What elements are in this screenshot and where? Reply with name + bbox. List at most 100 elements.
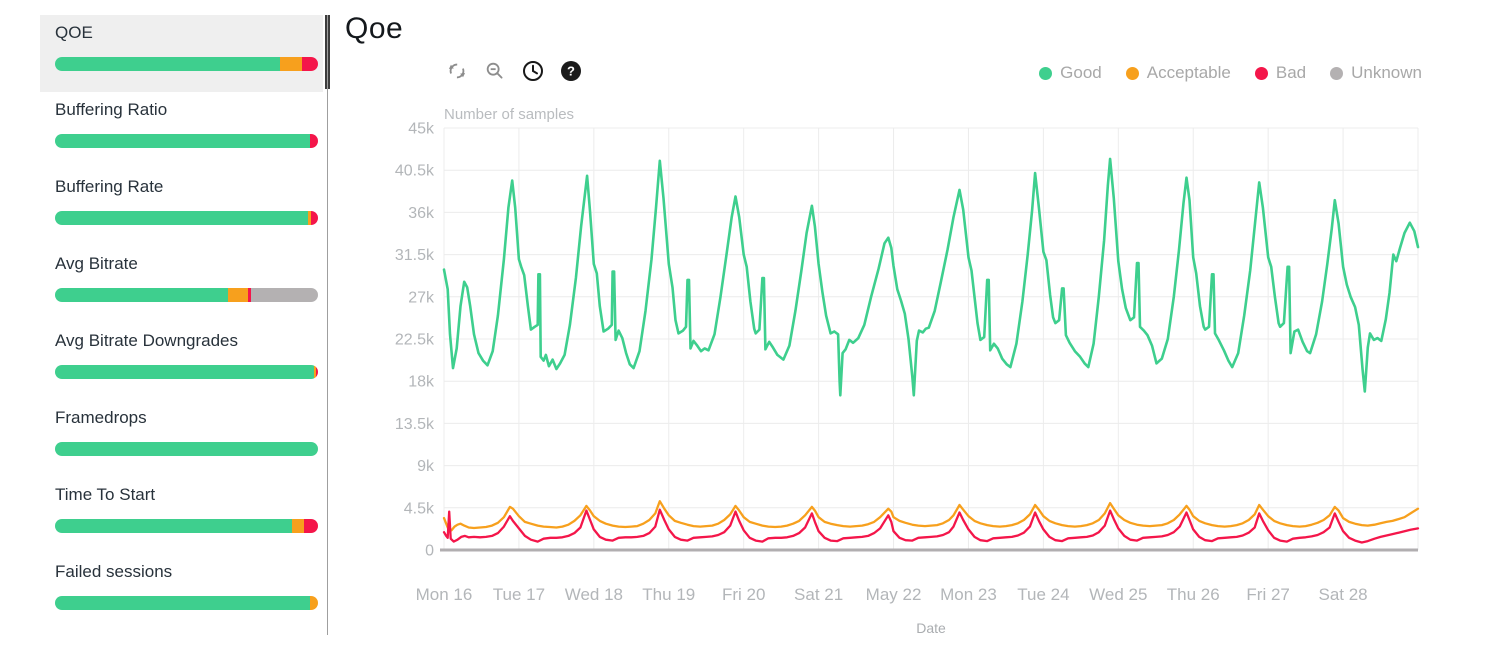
time-range-button[interactable] [520, 58, 546, 84]
legend-label: Acceptable [1146, 63, 1231, 82]
x-tick-label: Sat 21 [794, 585, 843, 604]
bar-segment-acceptable [309, 596, 318, 610]
legend-color-dot [1330, 66, 1344, 80]
sidebar-metric-label: Time To Start [55, 485, 156, 504]
legend-item-bad[interactable]: Bad [1254, 63, 1307, 83]
svg-text:?: ? [567, 64, 575, 79]
bar-segment-good [55, 134, 310, 148]
bar-segment-bad [310, 211, 318, 225]
sidebar-metric-status-bar [55, 288, 318, 302]
bar-segment-good [55, 442, 318, 456]
sidebar-metric-status-bar [55, 211, 318, 225]
sidebar-item-failed-sessions[interactable]: Failed sessions [40, 554, 323, 631]
clock-icon [523, 61, 543, 81]
sidebar-item-time-to-start[interactable]: Time To Start [40, 477, 323, 554]
y-tick-label: 40.5k [395, 163, 435, 180]
help-icon: ? [561, 61, 581, 81]
zoom-out-icon [486, 62, 503, 79]
help-button[interactable]: ? [558, 58, 584, 84]
page-title: Qoe [345, 12, 404, 45]
sidebar-item-buffering-rate[interactable]: Buffering Rate [40, 169, 323, 246]
legend-color-dot [1125, 66, 1139, 80]
sidebar-metric-status-bar [55, 365, 318, 379]
x-tick-label: May 22 [866, 585, 922, 604]
x-tick-label: Wed 25 [1089, 585, 1147, 604]
y-tick-label: 27k [408, 289, 435, 306]
sidebar-item-avg-bitrate-downgrades[interactable]: Avg Bitrate Downgrades [40, 323, 323, 400]
bar-segment-acceptable [227, 288, 248, 302]
x-tick-label: Sat 28 [1318, 585, 1367, 604]
sidebar-divider [327, 15, 328, 635]
sidebar-metric-label: Avg Bitrate [55, 254, 138, 273]
legend-label: Unknown [1351, 63, 1422, 82]
sidebar-metric-status-bar [55, 596, 318, 610]
legend-label: Bad [1275, 63, 1307, 82]
sidebar-item-qoe[interactable]: QOE [40, 15, 323, 92]
x-tick-label: Mon 16 [416, 585, 473, 604]
bar-segment-bad [309, 134, 318, 148]
bar-segment-good [55, 57, 280, 71]
bar-segment-acceptable [314, 365, 317, 379]
legend-label: Good [1060, 63, 1102, 82]
x-tick-label: Tue 17 [493, 585, 545, 604]
x-tick-label: Tue 24 [1017, 585, 1069, 604]
y-tick-label: 45k [408, 121, 435, 138]
bar-segment-acceptable [279, 57, 303, 71]
bar-segment-good [55, 596, 310, 610]
x-tick-label: Thu 26 [1167, 585, 1220, 604]
sidebar-metric-label: Avg Bitrate Downgrades [55, 331, 239, 350]
sidebar-metric-status-bar [55, 442, 318, 456]
legend-item-unknown[interactable]: Unknown [1330, 63, 1422, 83]
refresh-button[interactable] [444, 58, 470, 84]
sidebar-metric-label: Buffering Rate [55, 177, 164, 196]
sidebar-item-buffering-ratio[interactable]: Buffering Ratio [40, 92, 323, 169]
bar-segment-bad [247, 288, 251, 302]
series-line-bad [442, 508, 1420, 544]
y-axis-title: Number of samples [444, 106, 574, 123]
zoom-out-button[interactable] [482, 58, 508, 84]
sidebar-metric-label: Framedrops [55, 408, 147, 427]
legend-color-dot [1039, 66, 1053, 80]
sidebar-item-framedrops[interactable]: Framedrops [40, 400, 323, 477]
bar-segment-good [55, 519, 292, 533]
y-tick-label: 18k [408, 374, 435, 391]
sidebar-item-avg-bitrate[interactable]: Avg Bitrate [40, 246, 323, 323]
chart-toolbar: ? [444, 58, 584, 84]
y-tick-label: 22.5k [395, 332, 435, 349]
sidebar-metric-label: Buffering Ratio [55, 100, 168, 119]
x-tick-label: Mon 23 [940, 585, 997, 604]
y-tick-label: 0 [425, 543, 434, 560]
bar-segment-good [55, 211, 309, 225]
sidebar-metric-status-bar [55, 57, 318, 71]
sidebar-metric-label: Failed sessions [55, 562, 173, 581]
bar-segment-unknown [250, 288, 318, 302]
legend-item-acceptable[interactable]: Acceptable [1125, 63, 1231, 83]
sidebar-metric-status-bar [55, 134, 318, 148]
sidebar-metric-label: QOE [55, 23, 93, 42]
refresh-icon [448, 63, 466, 79]
chart-grid [443, 127, 1419, 550]
series-line-good [442, 157, 1420, 397]
bar-segment-acceptable [291, 519, 305, 533]
metrics-sidebar: QOE Buffering Ratio Buffering Rate Avg B… [40, 15, 330, 640]
y-tick-label: 13.5k [395, 416, 435, 433]
legend-item-good[interactable]: Good [1039, 63, 1102, 83]
chart-legend: Good Acceptable Bad Unknown [1039, 63, 1422, 83]
x-tick-label: Fri 20 [722, 585, 765, 604]
bar-segment-acceptable [308, 211, 311, 225]
y-tick-label: 36k [408, 205, 435, 222]
y-tick-label: 4.5k [404, 500, 435, 517]
bar-segment-good [55, 365, 315, 379]
x-tick-label: Fri 27 [1246, 585, 1289, 604]
samples-line-chart[interactable]: 0 4.5k 9k 13.5k 18k 22.5k 27k 31.5k 36k 40.5k 45k M… [390, 100, 1440, 645]
bar-segment-bad [304, 519, 318, 533]
sidebar-metric-status-bar [55, 519, 318, 533]
bar-segment-bad [316, 365, 318, 379]
series-line-acceptable [442, 500, 1420, 532]
x-axis-title: Date [916, 620, 946, 636]
x-tick-label: Thu 19 [642, 585, 695, 604]
y-tick-label: 9k [417, 458, 435, 475]
y-tick-label: 31.5k [395, 247, 435, 264]
legend-color-dot [1254, 66, 1268, 80]
